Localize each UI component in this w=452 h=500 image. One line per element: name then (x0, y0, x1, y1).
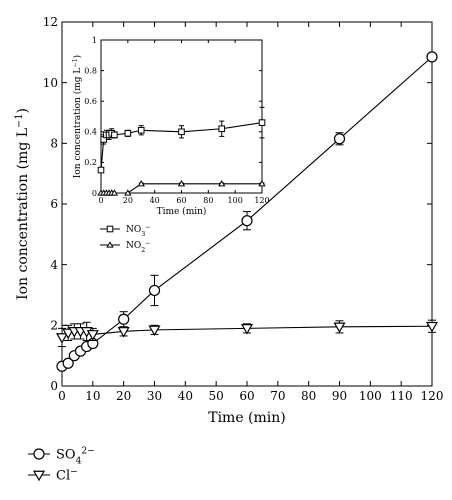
inset-legend-label: NO2− (126, 240, 151, 254)
inset-data-point (178, 128, 185, 136)
main-x-tick-label: 120 (421, 389, 444, 403)
main-y-tick-label: 2 (50, 319, 58, 333)
inset-y-tick-label: 0 (92, 189, 97, 198)
inset-y-tick-label: 0.2 (84, 158, 97, 167)
main-x-tick-label: 40 (178, 389, 193, 403)
main-legend-marker (33, 448, 45, 460)
main-x-tick-label: 10 (85, 389, 100, 403)
inset-y-tick-label: 1 (92, 36, 97, 45)
main-x-tick-label: 80 (301, 389, 316, 403)
main-legend-label: Cl− (56, 468, 78, 484)
inset-x-tick-label: 120 (254, 196, 269, 205)
main-y-tick-label: 8 (50, 137, 58, 151)
inset-series-1 (97, 180, 266, 196)
main-series-1 (55, 319, 439, 348)
main-legend-marker (32, 470, 46, 482)
inset-y-tick-label: 0.6 (84, 97, 97, 106)
main-x-tick-label: 90 (332, 389, 347, 403)
inset-data-point (177, 180, 186, 187)
main-data-point (62, 357, 74, 369)
inset-data-point (258, 180, 266, 187)
main-data-point (148, 325, 161, 337)
main-x-tick-label: 100 (359, 389, 382, 403)
main-x-tick-label: 50 (209, 389, 224, 403)
main-x-tick-label: 70 (270, 389, 285, 403)
main-y-axis-label: Ion concentration (mg L−1) (14, 108, 32, 300)
main-data-point (333, 133, 346, 145)
main-x-tick-label: 20 (116, 389, 131, 403)
main-data-point (333, 322, 346, 334)
main-y-tick-label: 4 (50, 258, 58, 272)
inset-data-point (258, 119, 266, 126)
inset-x-tick-label: 100 (228, 196, 243, 205)
inset-legend: NO3− NO2− (100, 224, 151, 254)
inset-y-axis-label: Ion concentration (mg L−1) (72, 55, 84, 178)
inset-data-point (218, 180, 226, 187)
main-x-tick-label: 30 (147, 389, 162, 403)
inset-data-point (124, 130, 132, 137)
main-data-point (86, 330, 99, 341)
main-data-point (117, 327, 130, 338)
main-x-tick-label: 0 (58, 389, 66, 403)
inset-x-axis-label: Time (min) (157, 206, 207, 217)
inset-data-point (111, 131, 118, 139)
main-data-point (148, 284, 161, 297)
main-y-tick-label: 6 (50, 197, 58, 211)
inset-data-point (137, 126, 145, 134)
inset-y-tick-label: 0.8 (84, 66, 97, 75)
inset-x-tick-label: 60 (176, 196, 186, 205)
inset-legend-label: NO3− (126, 224, 151, 238)
main-data-point (118, 313, 130, 325)
inset-y-tick-label: 0.4 (84, 128, 97, 137)
inset-data-point (110, 189, 119, 196)
main-data-point (241, 215, 253, 227)
inset-plot: 0 20 40 60 80 100 120 0 0.2 0.4 0.6 0.8 1 Time (min) I… (72, 36, 270, 254)
main-x-ticks: 0 10 20 30 40 50 60 70 80 90 100 110 120 (58, 22, 443, 403)
inset-x-tick-label: 20 (123, 196, 133, 205)
inset-data-point (97, 166, 105, 174)
main-legend: SO42−Cl− (28, 447, 95, 484)
inset-data-point (137, 180, 145, 187)
main-y-tick-label: 10 (43, 76, 58, 90)
main-data-point (55, 333, 69, 344)
inset-legend-marker (106, 225, 114, 233)
inset-data-point (218, 125, 226, 133)
main-legend-label: SO42− (56, 447, 95, 467)
main-data-point (425, 321, 439, 333)
main-data-point (240, 324, 254, 335)
main-x-axis-label: Time (min) (208, 410, 286, 426)
inset-x-tick-label: 40 (150, 196, 160, 205)
inset-series-0 (97, 106, 266, 174)
inset-y-ticks: 0 0.2 0.4 0.6 0.8 1 (84, 36, 262, 198)
main-data-point (426, 51, 438, 63)
main-plot: 0 10 20 30 40 50 60 70 80 90 100 110 120024681012Tim… (14, 15, 444, 483)
main-data-point (62, 328, 75, 340)
main-y-tick-label: 12 (43, 15, 58, 29)
inset-x-tick-label: 80 (203, 196, 213, 205)
inset-x-tick-label: 0 (98, 196, 103, 205)
main-x-tick-label: 110 (390, 389, 413, 403)
main-y-tick-label: 0 (50, 379, 58, 393)
inset-legend-marker (106, 241, 114, 248)
main-x-tick-label: 60 (239, 389, 254, 403)
inset-background (101, 40, 262, 193)
main-series-0 (56, 51, 438, 372)
inset-data-point (124, 189, 132, 196)
